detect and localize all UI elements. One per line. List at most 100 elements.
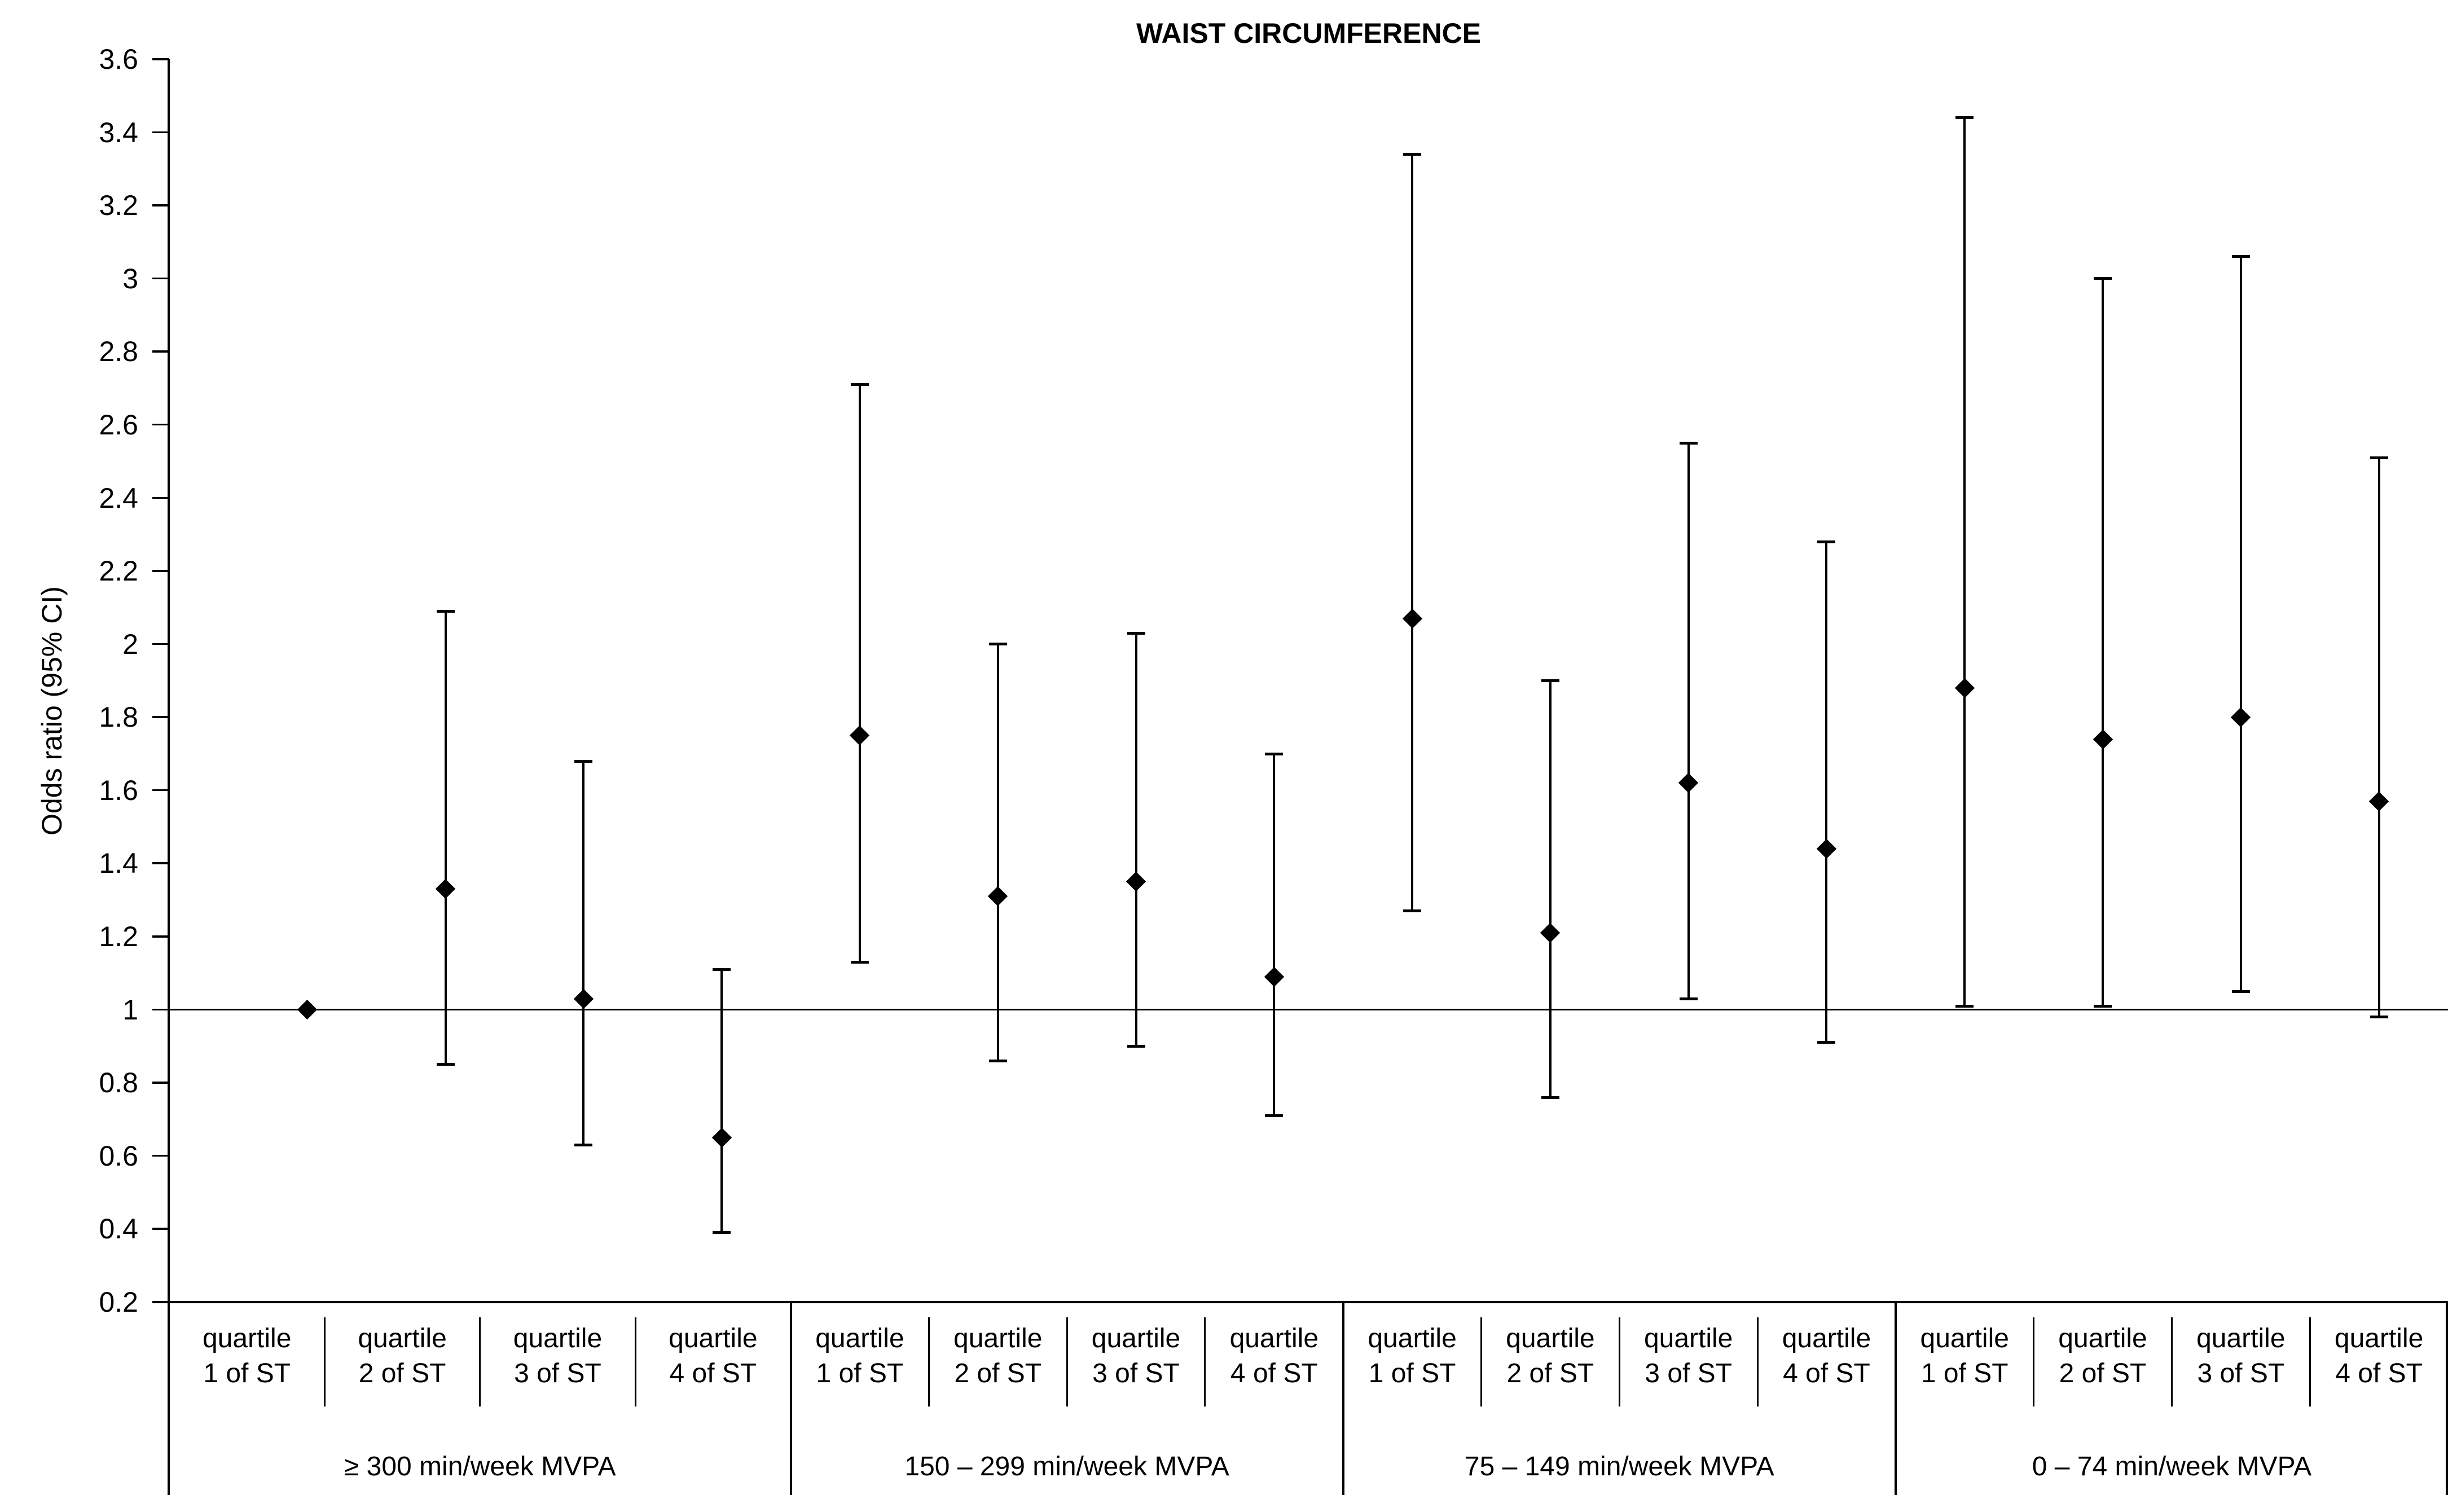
y-tick-label: 1 — [122, 994, 138, 1026]
ci-cap-upper — [1679, 441, 1698, 445]
quartile-label-line1: quartile — [953, 1324, 1043, 1353]
y-tick-label: 2.8 — [99, 336, 138, 368]
group-separator — [1894, 1302, 1897, 1495]
quartile-separator — [1204, 1317, 1206, 1406]
quartile-label-line2: 1 of ST — [1920, 1359, 2008, 1388]
y-tick-label: 0.8 — [99, 1067, 138, 1099]
y-axis-tick — [152, 131, 169, 134]
or-marker — [2093, 729, 2113, 749]
ci-cap-lower — [850, 960, 869, 964]
quartile-label-cell: quartile 2 of ST — [2034, 1321, 2172, 1395]
quartile-label-cell: quartile 3 of ST — [2172, 1321, 2310, 1395]
or-marker — [1816, 838, 1837, 859]
quartile-label-line1: quartile — [815, 1324, 904, 1353]
quartile-label-line1: quartile — [1920, 1324, 2009, 1353]
quartile-separator — [323, 1317, 326, 1406]
quartile-label-cell: quartile 2 of ST — [324, 1321, 480, 1395]
ci-cap-lower — [1403, 909, 1422, 913]
ci-cap-lower — [1541, 1096, 1559, 1099]
ci-whisker — [1549, 680, 1552, 1098]
y-axis-tick — [152, 1082, 169, 1084]
quartile-label-line2: 4 of ST — [669, 1359, 757, 1388]
table-right-border — [2446, 1302, 2448, 1495]
y-tick-label: 0.2 — [99, 1286, 138, 1318]
quartile-separator — [928, 1317, 930, 1406]
quartile-label-line1: quartile — [202, 1324, 292, 1353]
quartile-separator — [1066, 1317, 1068, 1406]
ci-cap-upper — [1541, 679, 1559, 682]
y-axis-tick — [152, 1301, 169, 1303]
y-axis-tick — [152, 862, 169, 864]
y-tick-label: 2 — [122, 628, 138, 660]
or-marker — [1954, 678, 1975, 698]
ci-whisker — [1411, 154, 1414, 911]
quartile-label-line2: 4 of ST — [1783, 1359, 1870, 1388]
quartile-label-line2: 3 of ST — [1645, 1359, 1733, 1388]
ci-cap-upper — [713, 968, 731, 971]
y-axis-tick — [152, 1228, 169, 1230]
quartile-label-line1: quartile — [1506, 1324, 1595, 1353]
quartile-label-cell: quartile 2 of ST — [929, 1321, 1067, 1395]
quartile-separator — [2033, 1317, 2035, 1406]
ci-whisker — [1273, 754, 1276, 1116]
ci-whisker — [996, 644, 999, 1061]
ci-cap-upper — [1403, 152, 1422, 156]
y-tick-label: 3 — [122, 262, 138, 295]
y-tick-label: 3.6 — [99, 43, 138, 75]
ci-cap-upper — [1817, 540, 1836, 543]
or-marker — [2231, 707, 2251, 727]
quartile-label-line2: 2 of ST — [1506, 1359, 1594, 1388]
quartile-separator — [634, 1317, 636, 1406]
group-label: ≥ 300 min/week MVPA — [344, 1452, 616, 1482]
y-axis-tick — [152, 643, 169, 645]
chart-title: WAIST CIRCUMFERENCE — [1136, 17, 1482, 49]
ci-cap-lower — [1127, 1044, 1145, 1048]
quartile-label-cell: quartile 4 of ST — [635, 1321, 790, 1395]
y-axis-line — [168, 59, 170, 1495]
y-axis-tick — [152, 496, 169, 499]
ci-cap-lower — [1679, 997, 1698, 1000]
quartile-label-line1: quartile — [513, 1324, 603, 1353]
ci-cap-upper — [1127, 631, 1145, 635]
ci-cap-lower — [436, 1063, 455, 1066]
y-axis-tick — [152, 423, 169, 426]
or-marker — [1540, 922, 1561, 943]
y-tick-label: 3.2 — [99, 190, 138, 222]
ci-cap-upper — [2370, 456, 2388, 459]
ci-cap-lower — [2094, 1004, 2112, 1008]
ci-cap-lower — [574, 1143, 593, 1146]
ci-whisker — [1687, 443, 1690, 999]
quartile-separator — [2170, 1317, 2173, 1406]
ci-whisker — [2377, 458, 2380, 1017]
ci-whisker — [2102, 278, 2104, 1006]
ci-cap-lower — [1265, 1114, 1284, 1118]
ci-cap-upper — [2094, 277, 2112, 280]
y-tick-label: 1.6 — [99, 774, 138, 806]
y-tick-label: 2.2 — [99, 555, 138, 587]
or-marker — [297, 999, 318, 1020]
quartile-label-cell: quartile 1 of ST — [791, 1321, 929, 1395]
ci-whisker — [1963, 117, 1966, 1006]
reference-line — [169, 1009, 2448, 1011]
quartile-label-cell: quartile 3 of ST — [1067, 1321, 1205, 1395]
ci-cap-upper — [988, 643, 1007, 646]
quartile-separator — [1480, 1317, 1482, 1406]
ci-cap-lower — [1955, 1004, 1974, 1008]
y-axis-tick — [152, 789, 169, 792]
y-axis-tick — [152, 1008, 169, 1011]
quartile-label-line1: quartile — [2058, 1324, 2147, 1353]
or-marker — [1402, 608, 1422, 629]
quartile-label-line2: 2 of ST — [954, 1359, 1042, 1388]
quartile-label-cell: quartile 1 of ST — [1896, 1321, 2034, 1395]
y-axis-tick — [152, 716, 169, 718]
y-tick-label: 2.6 — [99, 408, 138, 441]
ci-whisker — [2239, 256, 2242, 992]
quartile-label-line2: 2 of ST — [2059, 1359, 2147, 1388]
quartile-label-line1: quartile — [1229, 1324, 1319, 1353]
or-marker — [1264, 966, 1284, 987]
quartile-label-line1: quartile — [2334, 1324, 2424, 1353]
quartile-label-line1: quartile — [1643, 1324, 1733, 1353]
y-tick-label: 0.6 — [99, 1140, 138, 1172]
ci-whisker — [444, 611, 447, 1065]
